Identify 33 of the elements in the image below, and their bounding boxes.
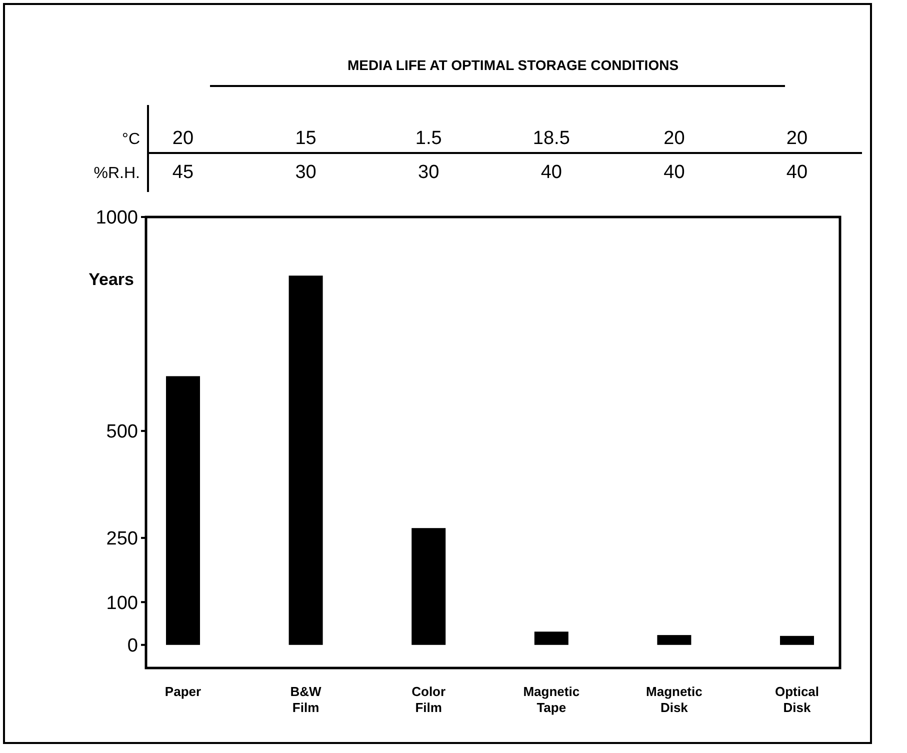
bar: [412, 528, 446, 645]
bar: [288, 276, 323, 645]
text: 1.5: [415, 128, 442, 149]
y-tick-label: 100: [106, 592, 138, 614]
text: 15: [295, 128, 316, 149]
chart-title: MEDIA LIFE AT OPTIMAL STORAGE CONDITIONS: [347, 57, 679, 73]
x-tick-label: B&W Film: [290, 684, 322, 715]
y-tick-label: 1000: [96, 208, 138, 229]
bar: [166, 376, 200, 645]
x-tick-label: Magnetic Tape: [523, 684, 580, 715]
text: 30: [295, 162, 316, 183]
text: 18.5: [532, 128, 570, 149]
text: 20: [664, 128, 685, 149]
x-tick-label: Optical Disk: [774, 684, 820, 715]
x-tick-label: Color Film: [412, 684, 446, 715]
x-tick-label: Magnetic Disk: [646, 684, 702, 715]
y-tick-label: 500: [106, 422, 138, 443]
bar: [780, 636, 814, 645]
y-tick-label: 250: [106, 528, 138, 550]
text: 40: [786, 162, 808, 183]
y-tick-label: 0: [127, 636, 138, 657]
text: 20: [172, 128, 194, 149]
bar: [534, 632, 568, 645]
text: 40: [540, 162, 562, 183]
text: 45: [172, 162, 194, 183]
y-axis-title: Years: [88, 270, 134, 289]
x-tick-label: Paper: [164, 684, 202, 699]
text: 40: [664, 162, 685, 183]
text: °C: [122, 131, 140, 148]
bar: [657, 635, 692, 645]
text: 20: [786, 128, 808, 149]
text: %R.H.: [94, 165, 140, 182]
text: 30: [418, 162, 440, 183]
